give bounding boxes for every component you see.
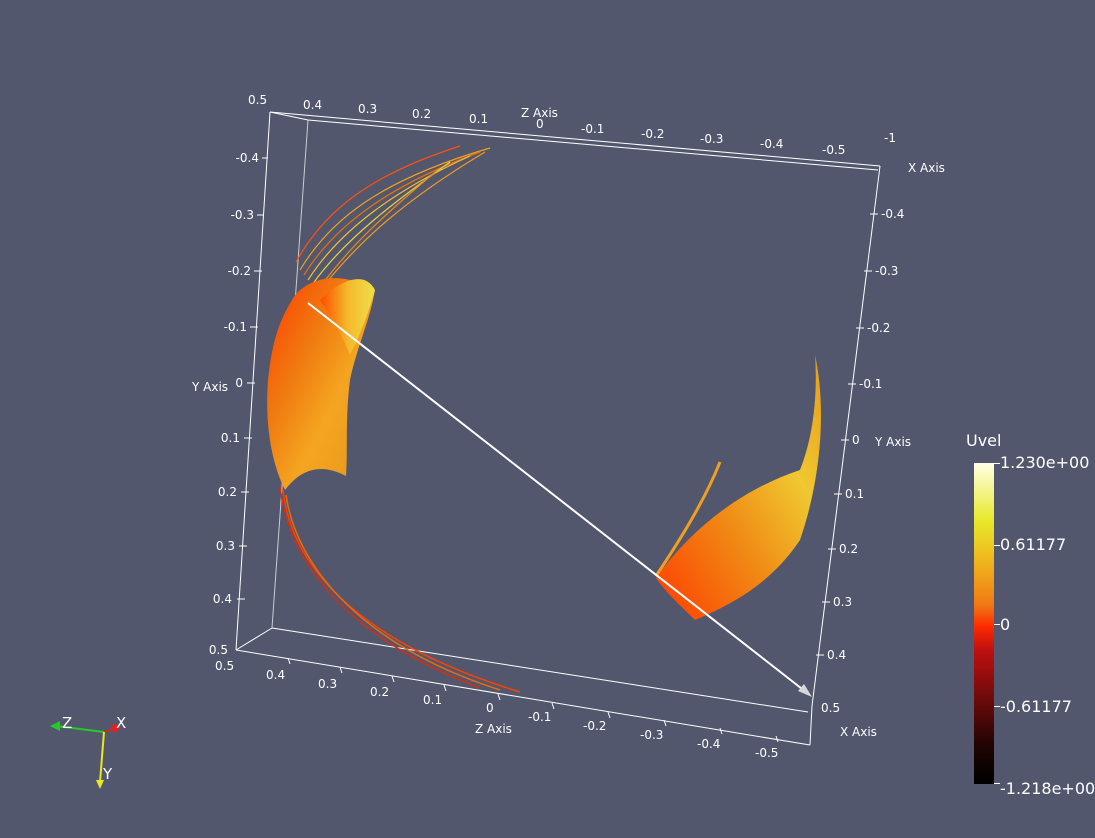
surface-lower-strand <box>279 484 521 693</box>
tick-label: 0.2 <box>412 107 431 121</box>
tick-label: -0.4 <box>697 737 720 751</box>
tick-marks <box>237 157 878 743</box>
legend-mid-label: 0 <box>1000 615 1011 634</box>
x-axis-label-bottom: X Axis <box>840 725 877 739</box>
tick-label: 0.5 <box>215 659 234 673</box>
tick-label: 0.3 <box>216 539 235 553</box>
tick-label: 0.1 <box>423 693 442 707</box>
z-top-ticks: 0.5 0.4 0.3 0.2 0.1 0 Z Axis <box>248 93 558 131</box>
legend-min-label: -1.218e+00 <box>1000 779 1095 798</box>
y-left-ticks: -0.4 -0.3 -0.2 -0.1 0 0.1 0.2 0.3 0.4 0.… <box>209 151 259 657</box>
surface-left-highlight <box>320 279 375 355</box>
tick-label: -0.4 <box>760 137 783 151</box>
tick-label: -0.4 <box>881 207 904 221</box>
legend-color-bar <box>974 463 994 784</box>
tick-label: -0.2 <box>228 264 251 278</box>
x-arrow-icon <box>111 724 119 732</box>
z-axis-label-top: Z Axis <box>521 106 558 120</box>
legend-tick <box>994 624 1000 625</box>
tick-label: 0.2 <box>218 485 237 499</box>
surface-right-sheet <box>656 355 821 620</box>
tick-label: -1 <box>884 131 896 145</box>
tick-label: 0.3 <box>358 102 377 116</box>
tick-label: -0.3 <box>640 728 663 742</box>
tick-label: 0.2 <box>839 542 858 556</box>
z-arrow-icon <box>50 721 60 731</box>
y-axis-label-right: Y Axis <box>874 435 911 449</box>
tick-label: 0.1 <box>845 487 864 501</box>
legend-tick <box>994 783 1000 784</box>
tick-label: -0.5 <box>822 143 845 157</box>
tick-label: 0 <box>852 433 860 447</box>
x-top-ticks: -0.1 -0.2 -0.3 -0.4 -0.5 -1 X Axis <box>581 122 945 175</box>
tick-label: 0 <box>486 701 494 715</box>
tick-label: -0.3 <box>875 264 898 278</box>
orientation-axes-widget: Z X Y <box>50 714 126 789</box>
tick-label: 0.1 <box>221 431 240 445</box>
tick-label: 0.1 <box>469 112 488 126</box>
surface-right-strand <box>654 461 722 577</box>
tick-label: -0.1 <box>528 710 551 724</box>
tick-label: 0.4 <box>827 648 846 662</box>
orientation-z-label: Z <box>62 714 72 732</box>
legend-upper-label: 0.61177 <box>1000 535 1067 554</box>
tick-label: 0 <box>536 117 544 131</box>
tick-label: 0.3 <box>833 595 852 609</box>
tick-label: 0.4 <box>266 668 285 682</box>
tick-label: 0.5 <box>248 93 267 107</box>
legend-tick <box>994 706 1000 707</box>
probe-line <box>307 302 812 697</box>
legend-lower-label: -0.61177 <box>1000 697 1072 716</box>
legend-tick <box>994 463 1000 464</box>
orientation-y-label: Y <box>102 765 113 783</box>
legend-max-label: 1.230e+00 <box>1000 453 1090 472</box>
y-axis-label-left: Y Axis <box>191 380 228 394</box>
x-axis-label-top: X Axis <box>908 161 945 175</box>
tick-label: 0 <box>235 376 243 390</box>
tick-label: 0.4 <box>213 592 232 606</box>
tick-label: 0.3 <box>318 677 337 691</box>
tick-label: -0.3 <box>700 132 723 146</box>
x-bottom-ticks: -0.1 -0.2 -0.3 -0.4 -0.5 X Axis <box>528 710 877 760</box>
bounding-box <box>235 111 881 746</box>
z-axis-label-bottom: Z Axis <box>475 722 512 736</box>
y-right-ticks: -0.4 -0.3 -0.2 -0.1 0 0.1 0.2 0.3 0.4 0.… <box>821 207 904 715</box>
tick-label: -0.3 <box>231 208 254 222</box>
orientation-x-label: X <box>116 714 126 732</box>
y-arrow-icon <box>96 780 104 789</box>
tick-label: -0.1 <box>581 122 604 136</box>
tick-label: -0.4 <box>236 151 259 165</box>
legend-title: Uvel <box>966 431 1002 450</box>
tick-label: -0.1 <box>224 320 247 334</box>
tick-label: -0.2 <box>867 321 890 335</box>
tick-label: 0.5 <box>209 643 228 657</box>
legend-tick <box>994 545 1000 546</box>
tick-label: 0.5 <box>821 701 840 715</box>
z-bottom-ticks: 0.5 0.4 0.3 0.2 0.1 0 Z Axis <box>215 659 512 736</box>
tick-label: -0.2 <box>641 127 664 141</box>
surface-upper-streamlines <box>295 145 491 291</box>
tick-label: 0.2 <box>370 685 389 699</box>
tick-label: -0.1 <box>859 377 882 391</box>
tick-label: -0.5 <box>755 746 778 760</box>
tick-label: 0.4 <box>303 98 322 112</box>
tick-label: -0.2 <box>583 719 606 733</box>
